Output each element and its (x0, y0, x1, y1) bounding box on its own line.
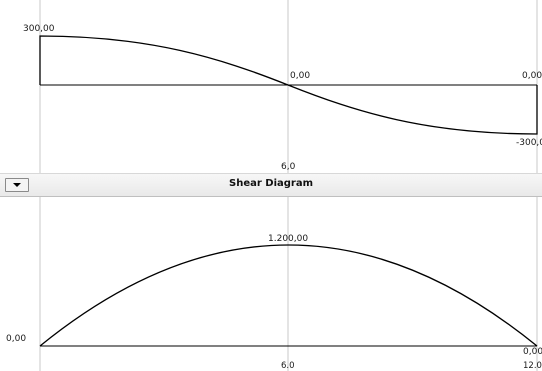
moment-right-value: 0,00 (523, 347, 542, 357)
moment-left-value: 0,00 (6, 334, 26, 344)
diagram-title-bar: Shear Diagram (0, 173, 542, 197)
moment-x-tick-mid: 6.0 (281, 361, 295, 371)
chevron-down-icon (13, 183, 21, 187)
shear-left-value: 300,00 (23, 24, 55, 34)
shear-diagram-plot: 300,00 0,00 0,00 -300,0 6,0 (23, 0, 542, 173)
shear-right-bottom-value: -300,0 (516, 138, 542, 148)
shear-x-tick-mid: 6,0 (281, 162, 296, 172)
moment-curve (39, 244, 538, 347)
shear-mid-value: 0,00 (290, 71, 310, 81)
diagram-select-dropdown[interactable] (5, 178, 29, 192)
moment-diagram-panel: 1.200,00 0,00 0,00 6.0 12.0 (0, 197, 542, 371)
shear-right-value: 0,00 (522, 71, 542, 81)
diagram-title: Shear Diagram (229, 178, 313, 189)
moment-diagram-plot: 1.200,00 0,00 0,00 6.0 12.0 (6, 197, 542, 371)
moment-peak-value: 1.200,00 (268, 234, 308, 244)
shear-diagram-panel: 300,00 0,00 0,00 -300,0 6,0 (0, 0, 542, 173)
shear-curve (39, 35, 538, 135)
moment-x-tick-end: 12.0 (523, 361, 542, 371)
